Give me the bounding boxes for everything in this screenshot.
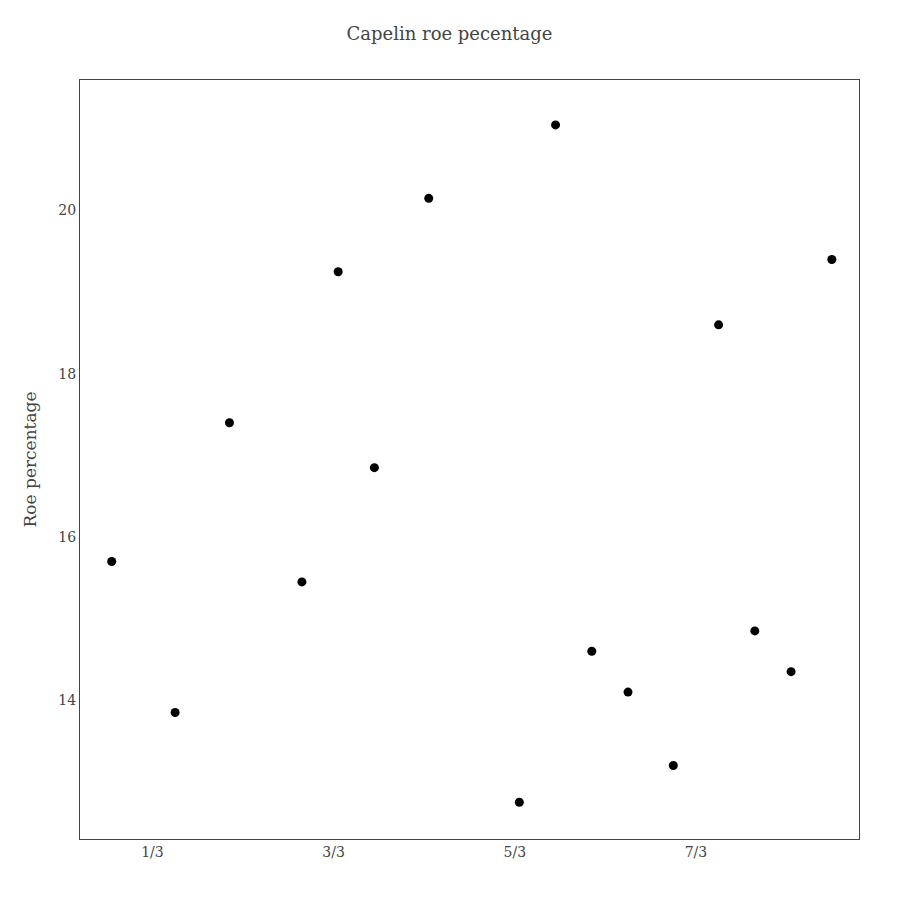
svg-text:5/3: 5/3 bbox=[504, 844, 527, 860]
svg-text:14: 14 bbox=[58, 692, 76, 708]
svg-text:3/3: 3/3 bbox=[322, 844, 345, 860]
svg-text:Capelin roe pecentage: Capelin roe pecentage bbox=[347, 23, 553, 44]
svg-text:20: 20 bbox=[58, 202, 76, 218]
svg-text:Roe percentage: Roe percentage bbox=[20, 391, 40, 527]
svg-text:16: 16 bbox=[58, 529, 76, 545]
svg-text:18: 18 bbox=[58, 366, 76, 382]
svg-text:1/3: 1/3 bbox=[141, 844, 164, 860]
svg-text:7/3: 7/3 bbox=[685, 844, 708, 860]
